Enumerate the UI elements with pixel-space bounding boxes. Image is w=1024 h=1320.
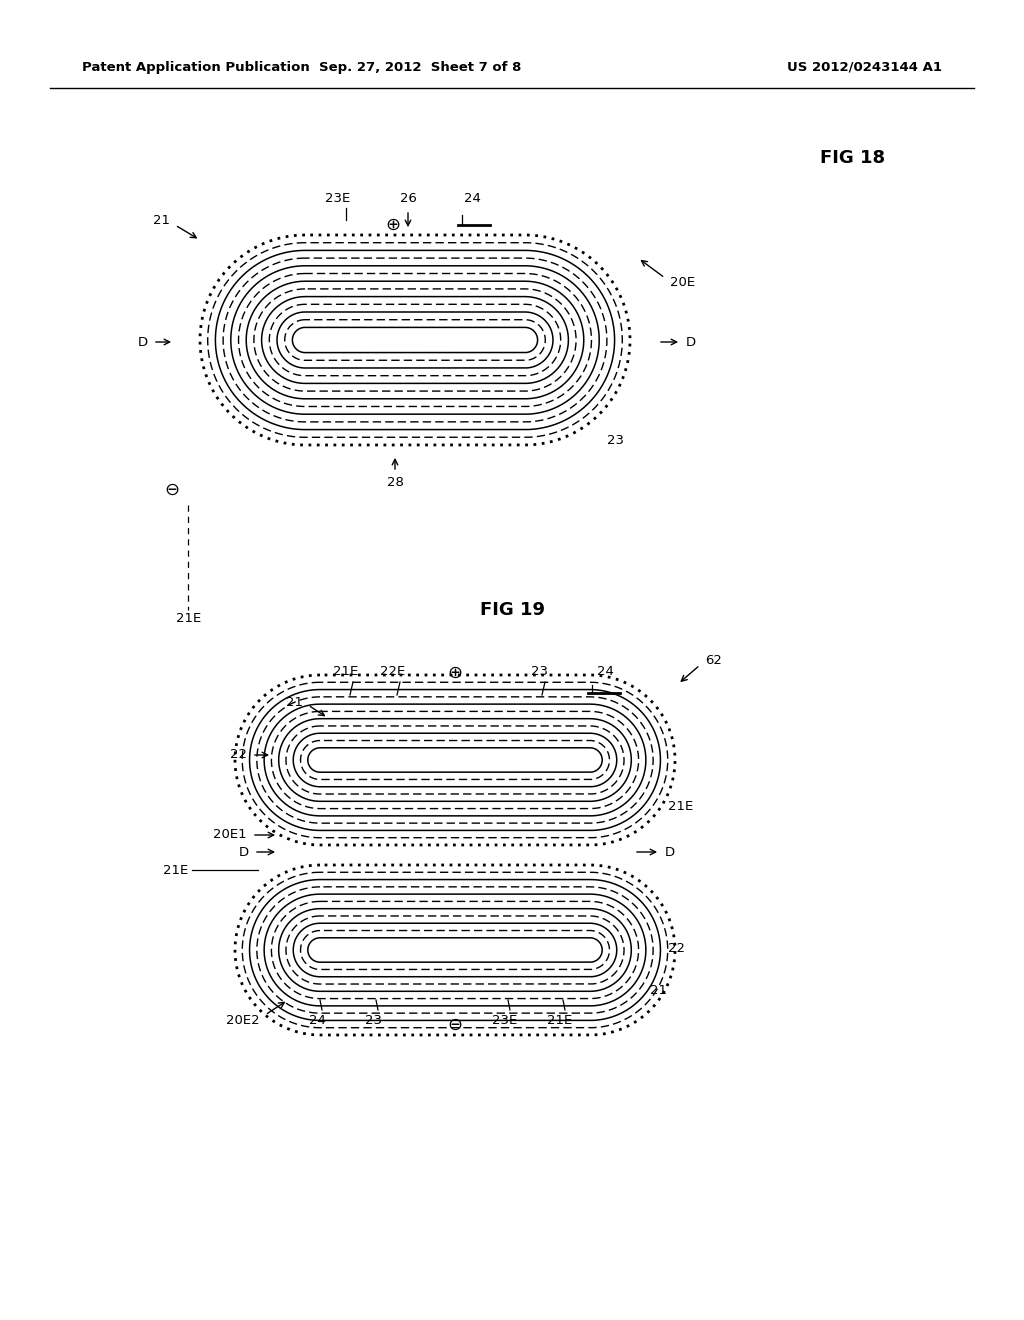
Text: 20E: 20E [670, 276, 695, 289]
Text: 21: 21 [153, 214, 170, 227]
Text: 21E: 21E [334, 665, 358, 678]
Text: D: D [239, 846, 249, 858]
Text: FIG 18: FIG 18 [820, 149, 885, 168]
Text: 21: 21 [286, 696, 303, 709]
Text: 21: 21 [650, 983, 667, 997]
Text: 28: 28 [387, 477, 403, 488]
Text: 23: 23 [365, 1014, 382, 1027]
Text: 24: 24 [308, 1014, 326, 1027]
Text: 22: 22 [230, 748, 247, 762]
Text: D: D [686, 335, 696, 348]
Text: 23: 23 [530, 665, 548, 678]
Text: 24: 24 [464, 191, 480, 205]
Text: 23E: 23E [326, 191, 350, 205]
Text: 23E: 23E [493, 1014, 517, 1027]
Text: 20E1: 20E1 [213, 829, 247, 842]
Text: US 2012/0243144 A1: US 2012/0243144 A1 [787, 61, 942, 74]
Text: 21E: 21E [548, 1014, 572, 1027]
Text: 21E: 21E [163, 863, 188, 876]
Text: D: D [665, 846, 675, 858]
Text: Sep. 27, 2012  Sheet 7 of 8: Sep. 27, 2012 Sheet 7 of 8 [318, 61, 521, 74]
Text: Patent Application Publication: Patent Application Publication [82, 61, 309, 74]
Text: 21E: 21E [176, 612, 202, 624]
Text: 26: 26 [399, 191, 417, 205]
Text: 21E: 21E [668, 800, 693, 813]
Text: 22: 22 [668, 941, 685, 954]
Text: ⊖: ⊖ [447, 1016, 463, 1034]
Text: ⊕: ⊕ [385, 216, 400, 234]
Text: ⊖: ⊖ [165, 480, 179, 499]
Text: D: D [138, 335, 148, 348]
Text: 24: 24 [597, 665, 613, 678]
Text: 22E: 22E [380, 665, 406, 678]
Text: 23: 23 [607, 433, 624, 446]
Text: 62: 62 [705, 653, 722, 667]
Text: FIG 19: FIG 19 [479, 601, 545, 619]
Text: ⊕: ⊕ [447, 664, 463, 682]
Text: 20E2: 20E2 [226, 1014, 260, 1027]
